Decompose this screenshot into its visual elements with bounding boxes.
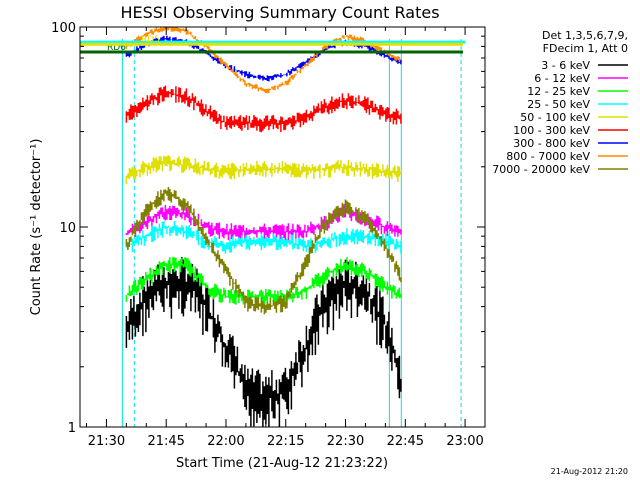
series-8 [125, 186, 402, 315]
x-tick-label-0: 21:30 [88, 434, 125, 449]
y-tick-label-1: 10 [59, 221, 76, 236]
y-tick-label-2: 100 [51, 21, 76, 36]
x-axis-label: Start Time (21-Aug-12 21:23:22) [176, 456, 388, 471]
series-5 [125, 85, 402, 133]
timestamp: 21-Aug-2012 21:20 [551, 467, 628, 476]
legend-header-line-1: Det 1,3,5,6,7,9, [542, 29, 628, 42]
legend: Det 1,3,5,6,7,9, FDecim 1, Att 0 3 - 6 k… [492, 29, 628, 176]
legend-label-0: 3 - 6 keV [541, 59, 590, 72]
legend-label-4: 50 - 100 keV [520, 111, 590, 124]
series-0 [125, 257, 402, 427]
x-tick-label-6: 23:00 [446, 434, 483, 449]
legend-label-1: 6 - 12 keV [534, 72, 590, 85]
y-axis-label: Count Rate (s⁻¹ detector⁻¹) [29, 139, 44, 316]
legend-label-8: 7000 - 20000 keV [492, 163, 590, 176]
legend-label-6: 300 - 800 keV [513, 137, 590, 150]
legend-label-3: 25 - 50 keV [527, 98, 590, 111]
x-tick-label-2: 22:00 [207, 434, 244, 449]
x-tick-label-3: 22:15 [267, 434, 304, 449]
plot-layer: RD6 RD5 [80, 27, 465, 427]
chart-title: HESSI Observing Summary Count Rates [120, 3, 439, 22]
x-tick-label-1: 21:45 [147, 434, 184, 449]
y-tick-label-0: 1 [68, 421, 76, 436]
legend-label-2: 12 - 25 keV [527, 85, 590, 98]
x-tick-label-4: 22:30 [327, 434, 364, 449]
legend-label-5: 100 - 300 keV [513, 124, 590, 137]
annotation-label-0: RD6 [107, 43, 126, 53]
series-4 [125, 155, 402, 185]
legend-label-7: 800 - 7000 keV [506, 150, 590, 163]
annotation-label-1: RD5 [141, 35, 160, 45]
legend-header-line-2: FDecim 1, Att 0 [543, 42, 628, 55]
x-tick-label-5: 22:45 [387, 434, 424, 449]
